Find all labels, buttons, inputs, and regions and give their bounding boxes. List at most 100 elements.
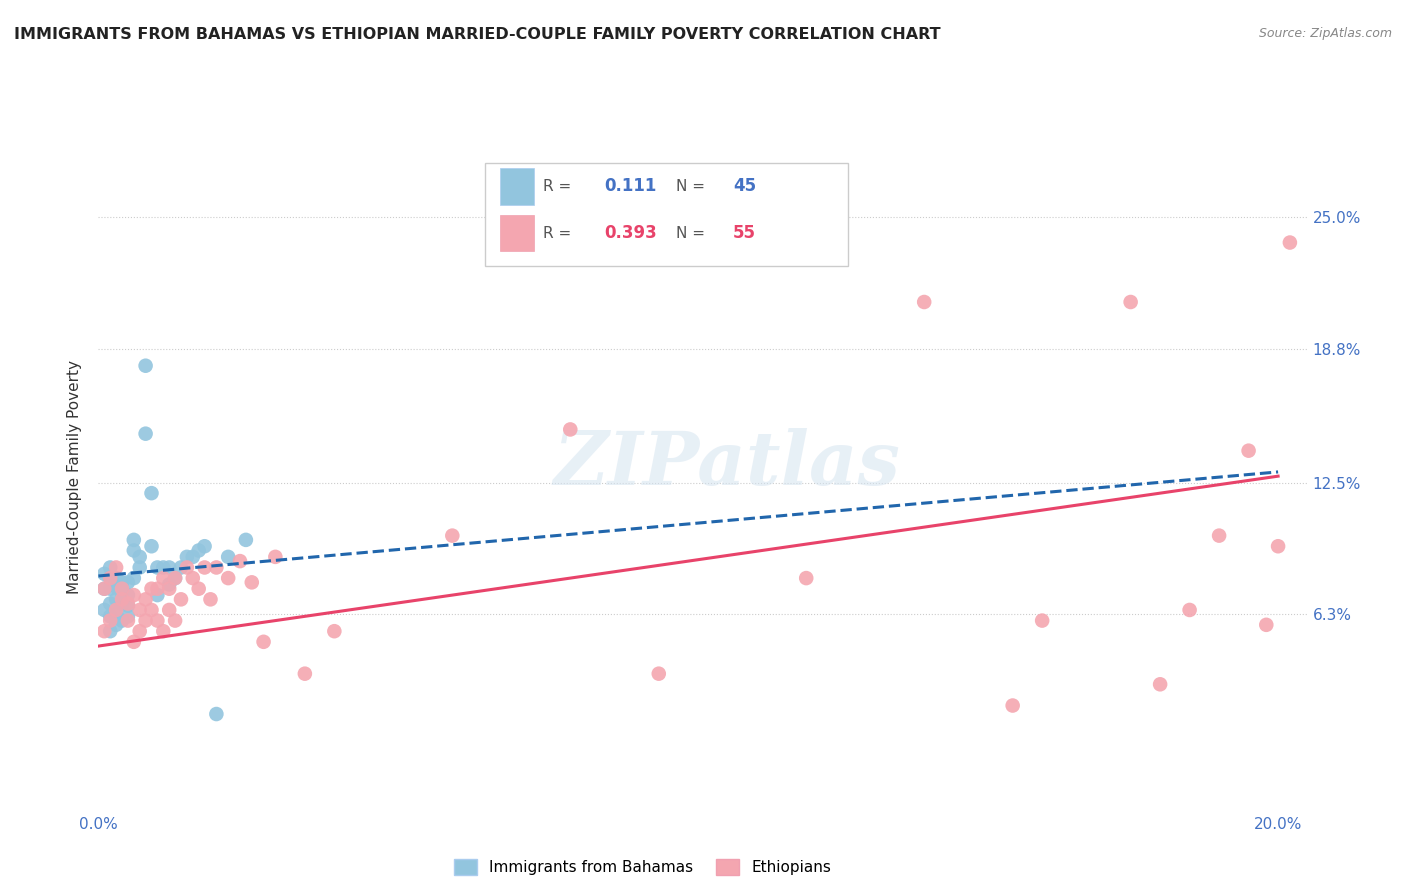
Point — [111, 586, 134, 600]
Point — [141, 539, 163, 553]
Text: 0.111: 0.111 — [603, 178, 657, 195]
Point — [165, 614, 187, 628]
Point — [105, 617, 128, 632]
Point — [181, 549, 204, 564]
Point — [141, 486, 163, 500]
Point — [117, 609, 139, 624]
Point — [93, 624, 115, 639]
Point — [648, 666, 671, 681]
Text: 0.393: 0.393 — [603, 224, 657, 242]
Point — [93, 566, 115, 581]
Point — [146, 582, 169, 596]
Point — [157, 577, 180, 591]
Point — [152, 571, 174, 585]
Point — [98, 571, 121, 585]
Text: N =: N = — [676, 178, 710, 194]
Point — [105, 592, 128, 607]
Point — [93, 582, 115, 596]
Point — [98, 571, 121, 585]
Point — [323, 624, 346, 639]
Point — [146, 560, 169, 574]
Point — [98, 624, 121, 639]
FancyBboxPatch shape — [501, 215, 534, 252]
Point — [111, 575, 134, 590]
Point — [122, 588, 145, 602]
Point — [165, 571, 187, 585]
Text: 45: 45 — [734, 178, 756, 195]
FancyBboxPatch shape — [485, 163, 848, 267]
Point — [235, 533, 257, 547]
Point — [152, 560, 174, 574]
Point — [794, 571, 817, 585]
Point — [157, 582, 180, 596]
Point — [240, 575, 263, 590]
Point — [111, 614, 134, 628]
Point — [200, 592, 222, 607]
Point — [117, 599, 139, 613]
Point — [1278, 235, 1301, 250]
Point — [176, 560, 198, 574]
Point — [141, 603, 163, 617]
Point — [117, 614, 139, 628]
Point — [1001, 698, 1024, 713]
Point — [146, 614, 169, 628]
Point — [560, 422, 582, 436]
Point — [98, 609, 121, 624]
Point — [152, 624, 174, 639]
Point — [1267, 539, 1289, 553]
Point — [105, 571, 128, 585]
Point — [146, 588, 169, 602]
Point — [1256, 617, 1278, 632]
Text: 55: 55 — [734, 224, 756, 242]
Point — [111, 597, 134, 611]
Point — [93, 582, 115, 596]
Point — [1208, 528, 1230, 542]
Point — [176, 549, 198, 564]
Point — [217, 549, 239, 564]
Point — [181, 571, 204, 585]
Point — [187, 543, 209, 558]
Point — [135, 614, 157, 628]
Point — [217, 571, 239, 585]
Point — [98, 614, 121, 628]
Text: IMMIGRANTS FROM BAHAMAS VS ETHIOPIAN MARRIED-COUPLE FAMILY POVERTY CORRELATION C: IMMIGRANTS FROM BAHAMAS VS ETHIOPIAN MAR… — [14, 27, 941, 42]
Point — [122, 571, 145, 585]
Point — [105, 607, 128, 622]
Point — [252, 635, 274, 649]
Point — [165, 571, 187, 585]
Point — [1178, 603, 1201, 617]
Point — [111, 582, 134, 596]
Point — [294, 666, 316, 681]
Point — [105, 580, 128, 594]
Point — [122, 543, 145, 558]
Point — [111, 592, 134, 607]
Point — [98, 582, 121, 596]
Point — [135, 359, 157, 373]
Point — [264, 549, 287, 564]
Point — [128, 624, 150, 639]
Point — [157, 560, 180, 574]
Point — [1031, 614, 1053, 628]
Point — [135, 592, 157, 607]
Point — [912, 295, 935, 310]
Point — [170, 560, 193, 574]
Text: ZIPatlas: ZIPatlas — [554, 427, 901, 500]
Point — [441, 528, 464, 542]
Point — [194, 560, 217, 574]
Point — [205, 560, 228, 574]
Y-axis label: Married-Couple Family Poverty: Married-Couple Family Poverty — [67, 360, 83, 594]
Point — [135, 426, 157, 441]
Point — [187, 582, 209, 596]
Point — [98, 597, 121, 611]
Point — [105, 560, 128, 574]
FancyBboxPatch shape — [501, 168, 534, 204]
Text: N =: N = — [676, 226, 710, 241]
Point — [122, 635, 145, 649]
Point — [205, 706, 228, 721]
Text: R =: R = — [543, 178, 576, 194]
Point — [128, 560, 150, 574]
Point — [105, 603, 128, 617]
Point — [229, 554, 252, 568]
Point — [194, 539, 217, 553]
Point — [157, 603, 180, 617]
